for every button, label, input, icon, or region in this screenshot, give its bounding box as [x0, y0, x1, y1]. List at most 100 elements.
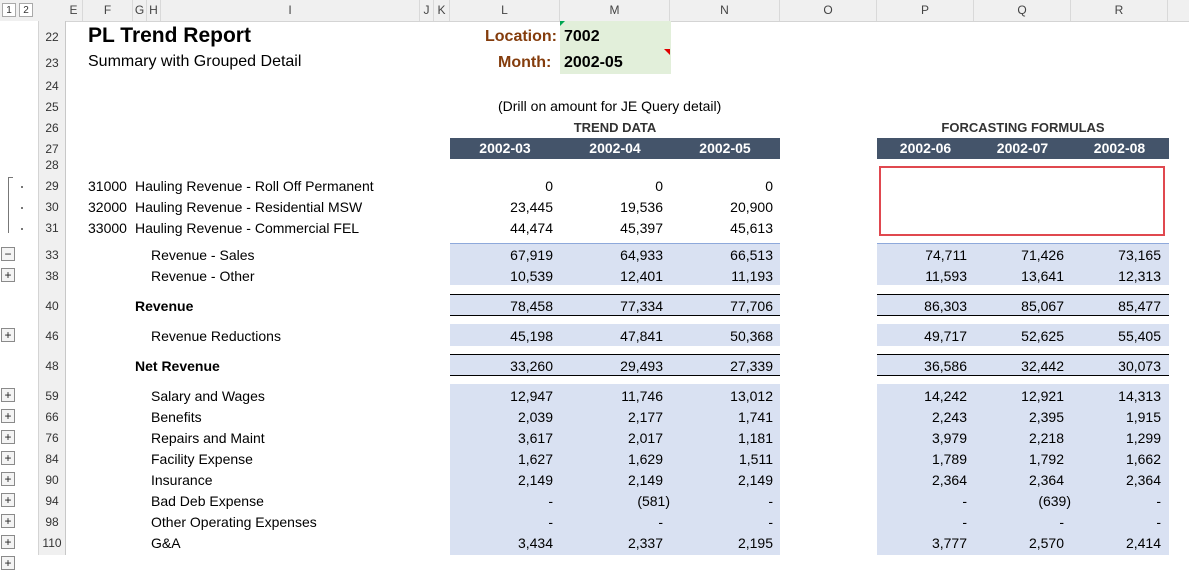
forecast-amount[interactable]: 86,303 [924, 298, 967, 314]
trend-amount[interactable]: 27,339 [730, 358, 773, 374]
outline-level-1-button[interactable]: 1 [2, 3, 16, 17]
column-header-h[interactable]: H [147, 0, 161, 21]
forecast-amount[interactable]: 2,364 [1125, 472, 1161, 488]
forecast-amount[interactable]: 74,711 [925, 247, 967, 263]
expand-group-button[interactable]: + [1, 388, 15, 402]
trend-amount[interactable]: 23,445 [510, 199, 553, 215]
trend-amount[interactable]: 2,149 [517, 472, 553, 488]
forecast-amount[interactable]: 12,921 [1021, 388, 1064, 404]
expand-group-button[interactable]: + [1, 451, 15, 465]
forecast-amount[interactable]: (639) [1038, 493, 1071, 509]
column-header-l[interactable]: L [450, 0, 560, 21]
collapse-group-button[interactable]: − [1, 247, 15, 261]
expand-group-button[interactable]: + [1, 535, 15, 549]
forecast-amount[interactable]: 52,625 [1021, 328, 1064, 344]
trend-amount[interactable]: 13,012 [730, 388, 773, 404]
row-header[interactable]: 28 [45, 158, 59, 172]
column-header-k[interactable]: K [434, 0, 450, 21]
trend-amount[interactable]: 45,397 [620, 220, 663, 236]
trend-amount[interactable]: 45,198 [510, 328, 553, 344]
trend-amount[interactable]: 33,260 [510, 358, 553, 374]
trend-amount[interactable]: 1,629 [627, 451, 663, 467]
forecast-amount[interactable]: 36,586 [924, 358, 967, 374]
forecast-amount[interactable]: 2,364 [931, 472, 967, 488]
column-header-j[interactable]: J [420, 0, 434, 21]
expand-group-button[interactable]: + [1, 268, 15, 282]
trend-amount[interactable]: 19,536 [620, 199, 663, 215]
forecast-amount[interactable]: 14,242 [924, 388, 967, 404]
column-header-q[interactable]: Q [974, 0, 1071, 21]
row-header[interactable]: 48 [45, 359, 59, 373]
row-header[interactable]: 40 [45, 299, 59, 313]
row-header[interactable]: 31 [45, 221, 59, 235]
forecast-amount[interactable]: 49,717 [924, 328, 967, 344]
forecast-amount[interactable]: - [962, 514, 967, 530]
forecast-amount[interactable]: 1,915 [1125, 409, 1161, 425]
forecast-amount[interactable]: 1,662 [1125, 451, 1161, 467]
expand-group-button[interactable]: + [1, 430, 15, 444]
forecast-amount[interactable]: 1,789 [931, 451, 967, 467]
expand-group-button[interactable]: + [1, 493, 15, 507]
trend-amount[interactable]: 11,746 [621, 388, 663, 404]
column-header-e[interactable]: E [65, 0, 83, 21]
row-header[interactable]: 90 [45, 473, 59, 487]
row-header[interactable]: 38 [45, 269, 59, 283]
forecast-amount[interactable]: 1,792 [1028, 451, 1064, 467]
forecast-amount[interactable]: 71,426 [1021, 247, 1064, 263]
forecast-amount[interactable]: 73,165 [1118, 247, 1161, 263]
row-header[interactable]: 76 [45, 431, 59, 445]
trend-amount[interactable]: (581) [637, 493, 670, 509]
row-header[interactable]: 94 [45, 494, 59, 508]
row-header[interactable]: 30 [45, 200, 59, 214]
row-header[interactable]: 24 [45, 79, 59, 93]
forecast-amount[interactable]: 13,641 [1021, 268, 1064, 284]
row-header[interactable]: 22 [45, 30, 59, 44]
column-header-i[interactable]: I [161, 0, 420, 21]
forecast-amount[interactable]: - [1156, 493, 1161, 509]
trend-amount[interactable]: 2,337 [627, 535, 663, 551]
trend-amount[interactable]: - [658, 514, 663, 530]
forecast-amount[interactable]: 3,777 [931, 535, 967, 551]
expand-group-button[interactable]: + [1, 556, 15, 570]
trend-amount[interactable]: 77,334 [620, 298, 663, 314]
row-header[interactable]: 84 [45, 452, 59, 466]
month-input[interactable]: 2002-05 [564, 54, 623, 71]
column-header-n[interactable]: N [670, 0, 780, 21]
expand-group-button[interactable]: + [1, 472, 15, 486]
row-header[interactable]: 27 [45, 142, 59, 156]
row-header[interactable]: 66 [45, 410, 59, 424]
trend-amount[interactable]: 2,195 [737, 535, 773, 551]
trend-amount[interactable]: 12,401 [620, 268, 663, 284]
trend-amount[interactable]: - [548, 514, 553, 530]
trend-amount[interactable]: 66,513 [730, 247, 773, 263]
trend-amount[interactable]: - [768, 493, 773, 509]
trend-amount[interactable]: 2,149 [737, 472, 773, 488]
trend-amount[interactable]: 64,933 [620, 247, 663, 263]
forecast-amount[interactable]: 32,442 [1021, 358, 1064, 374]
trend-amount[interactable]: 2,177 [627, 409, 663, 425]
row-header[interactable]: 59 [45, 389, 59, 403]
location-input[interactable]: 7002 [564, 28, 600, 45]
trend-amount[interactable]: 20,900 [730, 199, 773, 215]
forecast-amount[interactable]: 85,067 [1021, 298, 1064, 314]
column-header-m[interactable]: M [560, 0, 670, 21]
trend-amount[interactable]: 1,627 [517, 451, 553, 467]
trend-amount[interactable]: 12,947 [510, 388, 553, 404]
expand-group-button[interactable]: + [1, 328, 15, 342]
trend-amount[interactable]: 67,919 [510, 247, 553, 263]
forecast-amount[interactable]: 1,299 [1125, 430, 1161, 446]
forecast-amount[interactable]: 2,364 [1028, 472, 1064, 488]
trend-amount[interactable]: 78,458 [510, 298, 553, 314]
forecast-amount[interactable]: 2,414 [1125, 535, 1161, 551]
forecast-amount[interactable]: - [1156, 514, 1161, 530]
trend-amount[interactable]: 0 [765, 178, 773, 194]
outline-level-2-button[interactable]: 2 [19, 3, 33, 17]
forecast-amount[interactable]: 85,477 [1118, 298, 1161, 314]
row-header[interactable]: 98 [45, 515, 59, 529]
trend-amount[interactable]: - [768, 514, 773, 530]
trend-amount[interactable]: 0 [655, 178, 663, 194]
forecast-amount[interactable]: 2,570 [1028, 535, 1064, 551]
forecast-amount[interactable]: 11,593 [925, 268, 967, 284]
trend-amount[interactable]: 1,181 [737, 430, 773, 446]
trend-amount[interactable]: 3,617 [517, 430, 553, 446]
